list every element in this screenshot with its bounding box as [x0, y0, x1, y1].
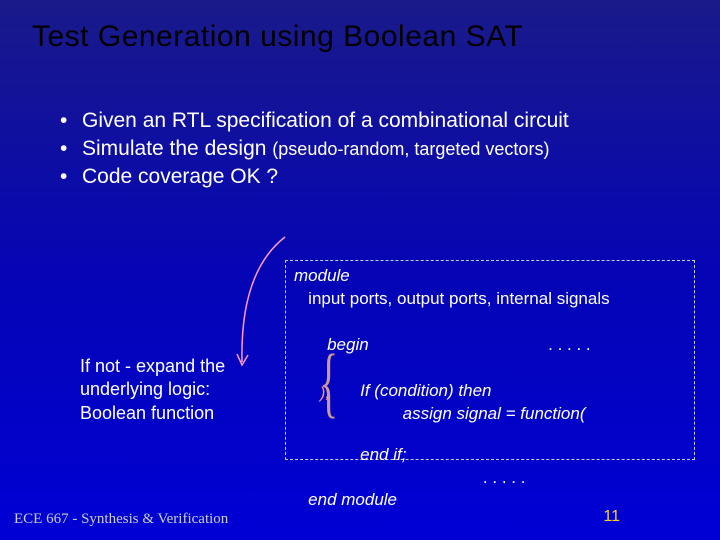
- page-number: 11: [603, 508, 620, 526]
- bullet-text: Code coverage OK ?: [82, 165, 278, 189]
- bullet-dot: •: [60, 109, 82, 133]
- bullet-dot: •: [60, 165, 82, 189]
- slide-title: Test Generation using Boolean SAT: [0, 0, 720, 54]
- code-line: begin . . . . .: [294, 311, 686, 380]
- annotation-line: If not - expand the: [80, 355, 225, 378]
- code-line: end if;: [294, 444, 686, 467]
- bullet-item: • Given an RTL specification of a combin…: [60, 109, 720, 133]
- bullet-text: Given an RTL specification of a combinat…: [82, 109, 569, 133]
- footer-course: ECE 667 - Synthesis & Verification: [14, 511, 228, 528]
- code-line: . . . . .: [294, 467, 686, 490]
- bullet-text: Simulate the design (pseudo-random, targ…: [82, 137, 549, 161]
- bullet-dot: •: [60, 137, 82, 161]
- code-line: end module: [294, 489, 686, 512]
- code-box: module input ports, output ports, intern…: [285, 260, 695, 460]
- code-line: input ports, output ports, internal sign…: [294, 288, 686, 311]
- annotation-text: If not - expand the underlying logic: Bo…: [80, 355, 225, 425]
- code-line: assign signal = function(: [294, 403, 686, 426]
- annotation-line: underlying logic:: [80, 378, 225, 401]
- bullet-item: • Code coverage OK ?: [60, 165, 720, 189]
- code-fragment: );: [320, 385, 330, 403]
- bullet-item: • Simulate the design (pseudo-random, ta…: [60, 137, 720, 161]
- annotation-line: Boolean function: [80, 402, 225, 425]
- bullet-list: • Given an RTL specification of a combin…: [60, 109, 720, 189]
- code-line: If (condition) then: [294, 380, 686, 403]
- brace-icon: {: [319, 337, 338, 427]
- code-line: module: [294, 265, 686, 288]
